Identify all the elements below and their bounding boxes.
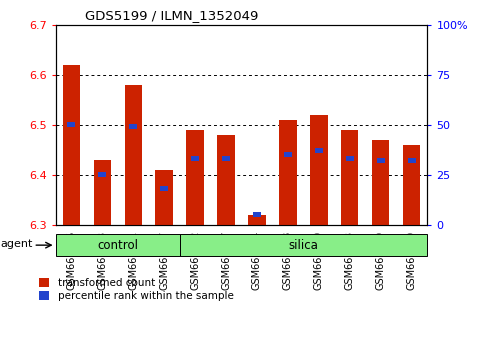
Bar — [222, 156, 230, 161]
Bar — [186, 130, 203, 225]
Bar — [315, 148, 323, 153]
Bar — [284, 152, 292, 157]
Bar — [217, 135, 235, 225]
Bar — [248, 215, 266, 225]
Bar — [280, 120, 297, 225]
Bar — [160, 186, 168, 191]
Bar — [67, 122, 75, 127]
Bar — [408, 158, 416, 163]
Legend: transformed count, percentile rank within the sample: transformed count, percentile rank withi… — [39, 278, 234, 301]
Bar — [94, 160, 111, 225]
Bar — [311, 115, 327, 225]
Bar — [156, 170, 172, 225]
Bar — [377, 158, 385, 163]
Bar — [62, 65, 80, 225]
Bar — [403, 145, 421, 225]
FancyBboxPatch shape — [56, 234, 180, 256]
Bar — [191, 156, 199, 161]
Bar — [372, 140, 389, 225]
Bar — [341, 130, 358, 225]
Bar — [346, 156, 354, 161]
Text: agent: agent — [0, 239, 32, 249]
Bar — [129, 124, 137, 129]
Bar — [253, 212, 261, 217]
Text: silica: silica — [288, 239, 318, 252]
FancyBboxPatch shape — [180, 234, 427, 256]
Text: GDS5199 / ILMN_1352049: GDS5199 / ILMN_1352049 — [85, 9, 259, 22]
Text: control: control — [97, 239, 138, 252]
Bar — [98, 172, 106, 177]
Bar — [125, 85, 142, 225]
